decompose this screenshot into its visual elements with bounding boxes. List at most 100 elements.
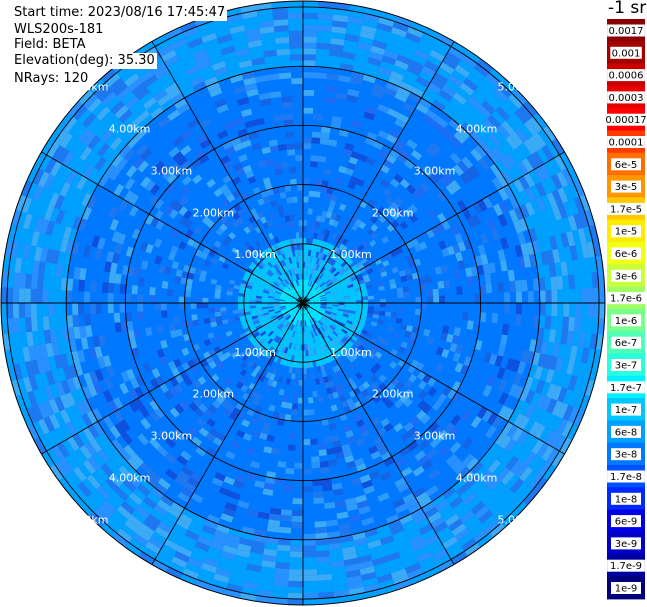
ppi-cell <box>332 346 338 353</box>
ppi-cell <box>233 284 241 290</box>
ppi-cell <box>178 309 186 316</box>
ppi-cell <box>373 34 389 44</box>
ppi-cell <box>204 276 212 284</box>
ppi-cell <box>427 245 436 255</box>
ppi-cell <box>589 256 598 273</box>
ppi-cell <box>262 421 271 429</box>
ppi-cell <box>252 317 259 323</box>
ppi-cell <box>355 548 371 558</box>
ppi-cell <box>319 307 326 311</box>
ppi-cell <box>120 431 133 445</box>
ppi-cell <box>291 305 298 308</box>
ppi-cell <box>57 251 66 266</box>
ppi-cell <box>310 262 314 269</box>
ppi-cell <box>348 315 355 320</box>
ppi-cell <box>494 355 504 368</box>
ppi-cell <box>258 317 266 323</box>
ppi-cell <box>370 450 381 460</box>
ppi-cell <box>528 169 541 185</box>
ppi-cell <box>110 491 125 506</box>
ppi-cell <box>228 490 241 501</box>
ppi-cell <box>60 315 68 329</box>
ppi-cell <box>250 370 258 378</box>
ppi-cell <box>427 219 437 229</box>
ppi-cell <box>518 142 532 158</box>
ppi-cell <box>209 584 227 595</box>
ppi-cell <box>184 461 197 472</box>
ppi-cell <box>211 535 227 546</box>
ppi-cell <box>338 304 345 308</box>
ppi-cell <box>42 234 52 249</box>
ppi-cell <box>360 312 368 317</box>
ppi-cell <box>243 364 251 373</box>
ppi-cell <box>149 294 156 303</box>
ppi-cell <box>151 368 161 379</box>
ppi-cell <box>432 390 443 401</box>
ppi-cell <box>535 197 547 212</box>
ppi-cell <box>330 267 337 274</box>
ppi-cell <box>487 459 501 474</box>
ppi-cell <box>136 483 151 497</box>
ppi-cell <box>57 340 66 355</box>
ppi-cell <box>308 301 315 303</box>
ppi-cell <box>369 366 378 375</box>
ppi-cell <box>322 484 333 492</box>
ppi-cell <box>406 411 417 422</box>
ppi-cell <box>284 365 290 373</box>
ppi-cell <box>319 346 325 353</box>
ppi-cell <box>373 298 380 303</box>
ppi-cell <box>335 357 342 365</box>
ppi-cell <box>375 486 388 497</box>
ppi-cell <box>568 406 580 424</box>
ppi-cell <box>281 346 287 353</box>
ppi-cell <box>336 389 344 397</box>
ppi-cell <box>290 414 298 422</box>
ppi-cell <box>346 268 353 274</box>
ppi-cell <box>379 307 386 312</box>
ppi-cell <box>514 481 529 498</box>
ppi-cell <box>571 360 582 377</box>
ppi-cell <box>247 367 255 375</box>
ppi-cell <box>443 341 452 351</box>
ppi-cell <box>450 414 462 426</box>
ppi-cell <box>521 303 529 315</box>
ppi-cell <box>231 299 238 303</box>
ppi-cell <box>91 489 107 504</box>
ppi-cell <box>181 327 189 336</box>
ppi-cell <box>315 532 328 540</box>
ppi-cell <box>353 248 361 256</box>
ppi-cell <box>393 173 404 184</box>
ppi-cell <box>446 195 457 207</box>
ppi-cell <box>399 178 410 189</box>
ppi-cell <box>321 228 327 236</box>
ppi-cell <box>133 397 145 410</box>
ppi-cell <box>372 140 384 150</box>
ppi-cell <box>388 149 400 159</box>
ppi-cell <box>400 257 409 265</box>
ppi-cell <box>335 248 342 256</box>
ppi-cell <box>496 226 506 239</box>
ppi-cell <box>262 376 270 385</box>
ppi-cell <box>1 271 9 288</box>
ppi-cell <box>456 222 466 234</box>
ppi-cell <box>573 196 585 214</box>
ppi-cell <box>196 303 203 309</box>
ppi-cell <box>261 332 268 339</box>
ppi-cell <box>562 316 570 331</box>
ppi-cell <box>160 441 173 453</box>
ppi-cell <box>263 325 270 331</box>
ppi-cell <box>113 303 120 313</box>
ppi-cell <box>441 144 454 157</box>
ppi-cell <box>362 522 377 532</box>
ppi-cell <box>228 412 238 421</box>
ppi-cell <box>533 226 544 241</box>
ppi-cell <box>344 372 352 380</box>
ppi-cell <box>417 399 428 410</box>
ppi-cell <box>125 311 133 322</box>
ppi-cell <box>361 117 374 127</box>
ppi-cell <box>220 311 227 316</box>
ppi-cell <box>398 546 414 558</box>
ppi-cell <box>451 551 468 565</box>
ppi-cell <box>330 312 337 316</box>
ppi-cell <box>311 256 316 263</box>
